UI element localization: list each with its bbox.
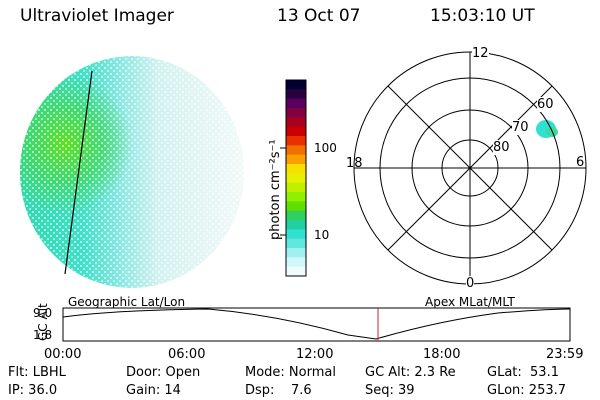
- colorbar-swatch: [286, 257, 306, 268]
- colorbar-tick-10: 10: [314, 228, 330, 242]
- colorbar-swatch: [286, 145, 306, 156]
- colorbar-swatch: [286, 80, 306, 90]
- x-tick-2359: 23:59: [546, 347, 584, 362]
- colorbar-swatch: [286, 89, 306, 100]
- ip-status: IP: 36.0: [8, 383, 58, 398]
- colorbar-swatch: [286, 108, 306, 118]
- polar-plot: [353, 51, 587, 285]
- lat-label-80: 80: [493, 140, 510, 155]
- observation-date: 13 Oct 07: [277, 6, 361, 26]
- mlt-label-12: 12: [472, 46, 489, 61]
- glon-status: GLon: 253.7: [487, 383, 567, 398]
- y-tick-9: 9.0: [33, 306, 53, 320]
- lat-label-70: 70: [512, 120, 529, 135]
- colorbar-swatch: [286, 220, 306, 230]
- filter-status: Flt: LBHL: [8, 365, 66, 380]
- dsp-status: Dsp: 7.6: [245, 383, 312, 398]
- orbit-track-plot: [62, 307, 571, 342]
- colorbar-tick-100: 100: [314, 141, 337, 155]
- colorbar: [280, 79, 307, 277]
- earth-disk-image: [20, 56, 244, 288]
- colorbar-swatch: [286, 266, 306, 277]
- x-tick-1800: 18:00: [423, 347, 461, 362]
- colorbar-swatch: [286, 154, 306, 165]
- x-tick-1200: 12:00: [296, 347, 334, 362]
- terminator-line: [64, 70, 93, 275]
- apex-label: Apex MLat/MLT: [425, 295, 515, 309]
- mlt-label-6: 6: [576, 155, 585, 170]
- seq-status: Seq: 39: [365, 383, 415, 398]
- colorbar-swatch: [286, 210, 306, 221]
- colorbar-swatch: [286, 136, 306, 146]
- observation-time: 15:03:10 UT: [430, 6, 535, 26]
- geographic-label: Geographic Lat/Lon: [68, 295, 186, 309]
- lat-label-60: 60: [537, 97, 554, 112]
- x-tick-0000: 00:00: [44, 347, 82, 362]
- y-tick-1-8: 1.8: [33, 328, 53, 342]
- mlt-label-18: 18: [346, 156, 363, 171]
- gain-status: Gain: 14: [126, 383, 181, 398]
- gc-alt-status: GC Alt: 2.3 Re: [365, 365, 456, 380]
- colorbar-swatch: [286, 126, 306, 137]
- colorbar-swatch: [286, 192, 306, 202]
- colorbar-swatch: [286, 182, 306, 193]
- colorbar-swatch: [286, 229, 306, 240]
- colorbar-swatch: [286, 164, 306, 174]
- instrument-title: Ultraviolet Imager: [20, 6, 174, 26]
- colorbar-swatch: [286, 117, 306, 128]
- glat-status: GLat: 53.1: [487, 365, 559, 380]
- x-tick-0600: 06:00: [168, 347, 206, 362]
- colorbar-unit-label: photon cm⁻²s⁻¹: [268, 139, 283, 240]
- mlt-label-0: 0: [466, 276, 475, 291]
- colorbar-swatch: [286, 248, 306, 258]
- colorbar-swatch: [286, 201, 306, 212]
- colorbar-swatch: [286, 173, 306, 184]
- door-status: Door: Open: [126, 365, 201, 380]
- colorbar-swatch: [286, 238, 306, 249]
- mode-status: Mode: Normal: [245, 365, 336, 380]
- colorbar-swatch: [286, 98, 306, 109]
